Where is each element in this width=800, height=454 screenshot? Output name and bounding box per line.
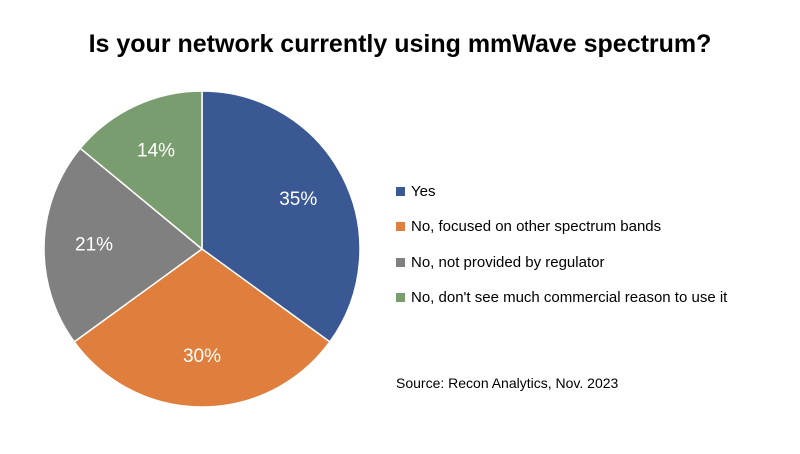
source-note: Source: Recon Analytics, Nov. 2023: [396, 375, 619, 391]
pie-slice-2: [43, 147, 204, 343]
legend-item-yes: Yes: [396, 182, 727, 200]
pie-data-label-3: 14%: [137, 140, 175, 161]
legend-item-other-bands: No, focused on other spectrum bands: [396, 218, 727, 236]
legend-label-yes: Yes: [411, 182, 436, 200]
legend-label-not-provided: No, not provided by regulator: [411, 253, 605, 271]
legend-swatch-not-provided: [396, 257, 405, 267]
legend-item-not-provided: No, not provided by regulator: [396, 253, 727, 271]
legend-label-no-commercial-reason: No, don't see much commercial reason to …: [411, 289, 728, 306]
pie-slice-1: [73, 248, 331, 408]
pie-data-label-0: 35%: [279, 189, 317, 210]
pie-slice-0: [201, 90, 361, 343]
chart-title: Is your network currently using mmWave s…: [88, 30, 712, 58]
legend-label-other-bands: No, focused on other spectrum bands: [411, 218, 662, 235]
pie-slice-3: [79, 90, 203, 251]
legend-swatch-other-bands: [396, 222, 405, 231]
legend-swatch-yes: [396, 186, 405, 196]
pie-data-label-1: 30%: [183, 346, 221, 367]
legend: Yes No, focused on other spectrum bands …: [396, 182, 727, 324]
pie-data-label-2: 21%: [75, 235, 113, 256]
legend-item-no-commercial-reason: No, don't see much commercial reason to …: [396, 289, 727, 307]
legend-swatch-no-commercial-reason: [396, 293, 405, 302]
